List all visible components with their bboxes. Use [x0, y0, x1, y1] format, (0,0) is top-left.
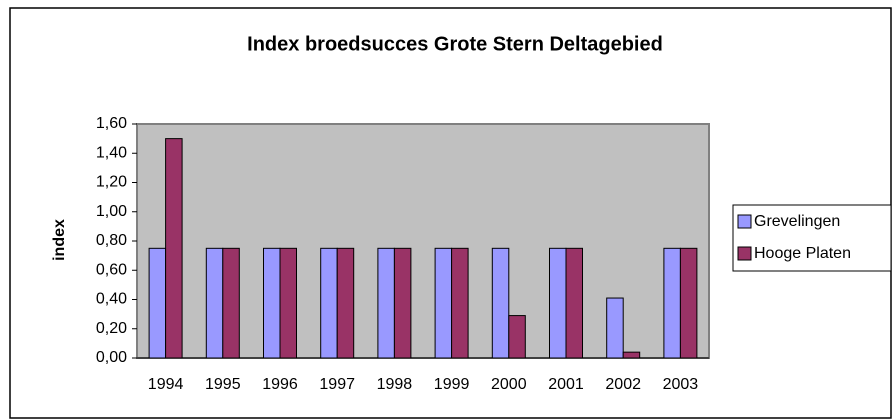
bar: [205, 247, 224, 359]
bar: [377, 247, 395, 359]
x-tick-label: 1995: [205, 376, 241, 393]
x-tick-label: 1994: [148, 376, 184, 393]
bar: [148, 247, 167, 359]
chart-title: Index broedsucces Grote Stern Deltagebie…: [247, 33, 663, 55]
y-tick-label: 0,60: [96, 261, 127, 278]
x-tick-label: 1998: [377, 376, 413, 393]
x-tick-label: 2001: [548, 376, 584, 393]
y-axis-label: index: [51, 219, 68, 261]
y-tick-label: 1,40: [96, 144, 127, 161]
bar: [491, 247, 510, 359]
bar: [336, 247, 355, 359]
bar: [565, 247, 583, 359]
y-tick-label: 0,20: [96, 320, 127, 337]
x-tick-label: 2002: [605, 376, 641, 393]
y-tick-label: 1,00: [96, 203, 127, 220]
bar: [222, 247, 240, 359]
bar: [279, 247, 297, 359]
bar: [393, 247, 412, 359]
bar: [606, 297, 624, 359]
x-tick-label: 1997: [319, 376, 355, 393]
x-tick-label: 2003: [663, 376, 699, 393]
bar: [508, 315, 526, 359]
x-tick-label: 1999: [434, 376, 470, 393]
legend-swatch: [737, 214, 752, 229]
bar: [434, 247, 453, 359]
legend-box: [732, 204, 892, 272]
bar: [320, 247, 338, 359]
bar: [663, 247, 681, 359]
bar: [622, 351, 641, 359]
bar: [679, 247, 698, 359]
y-tick-label: 1,60: [96, 115, 127, 132]
y-tick-label: 0,40: [96, 291, 127, 308]
legend-swatch: [737, 246, 752, 261]
y-tick-label: 0,80: [96, 232, 127, 249]
y-tick-label: 1,20: [96, 174, 127, 191]
x-tick-label: 1996: [262, 376, 298, 393]
y-tick-label: 0,00: [96, 349, 127, 366]
x-tick-label: 2000: [491, 376, 527, 393]
bar: [165, 138, 183, 359]
bar: [451, 247, 469, 359]
bar: [549, 247, 567, 359]
legend-label: Grevelingen: [754, 213, 840, 230]
legend-label: Hooge Platen: [754, 245, 851, 262]
bar: [263, 247, 281, 359]
